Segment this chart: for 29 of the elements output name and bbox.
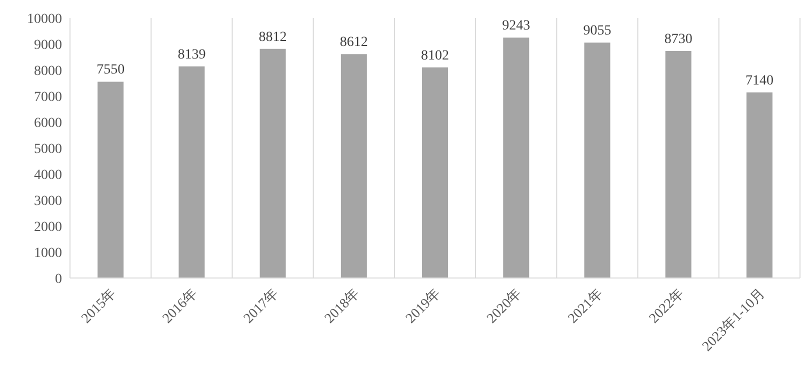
y-tick-label: 5000 <box>34 142 62 157</box>
bar <box>178 66 205 278</box>
data-label: 9055 <box>583 24 612 39</box>
y-tick-label: 2000 <box>34 220 62 235</box>
y-tick-label: 9000 <box>34 38 62 53</box>
y-tick-label: 4000 <box>34 168 62 183</box>
y-tick-label: 6000 <box>34 116 62 131</box>
data-label: 8812 <box>258 30 287 45</box>
bar <box>340 54 367 278</box>
data-label: 9243 <box>502 18 530 34</box>
bar <box>422 67 448 278</box>
data-label: 8730 <box>664 32 692 48</box>
bar <box>746 92 772 278</box>
bar <box>260 48 286 278</box>
y-tick-label: 0 <box>55 272 62 287</box>
bar <box>584 42 610 278</box>
y-tick-label: 1000 <box>34 246 62 261</box>
y-tick-label: 7000 <box>34 90 62 105</box>
data-label: 7140 <box>745 73 774 88</box>
bar <box>503 38 530 278</box>
y-tick-label: 10000 <box>27 12 62 27</box>
y-tick-label: 8000 <box>34 64 62 79</box>
data-label: 7550 <box>96 62 125 78</box>
data-label: 8612 <box>340 35 368 50</box>
data-label: 8139 <box>178 47 206 62</box>
bar <box>665 51 692 278</box>
data-label: 8102 <box>421 48 450 64</box>
bar <box>98 82 124 278</box>
y-tick-label: 3000 <box>34 194 62 209</box>
